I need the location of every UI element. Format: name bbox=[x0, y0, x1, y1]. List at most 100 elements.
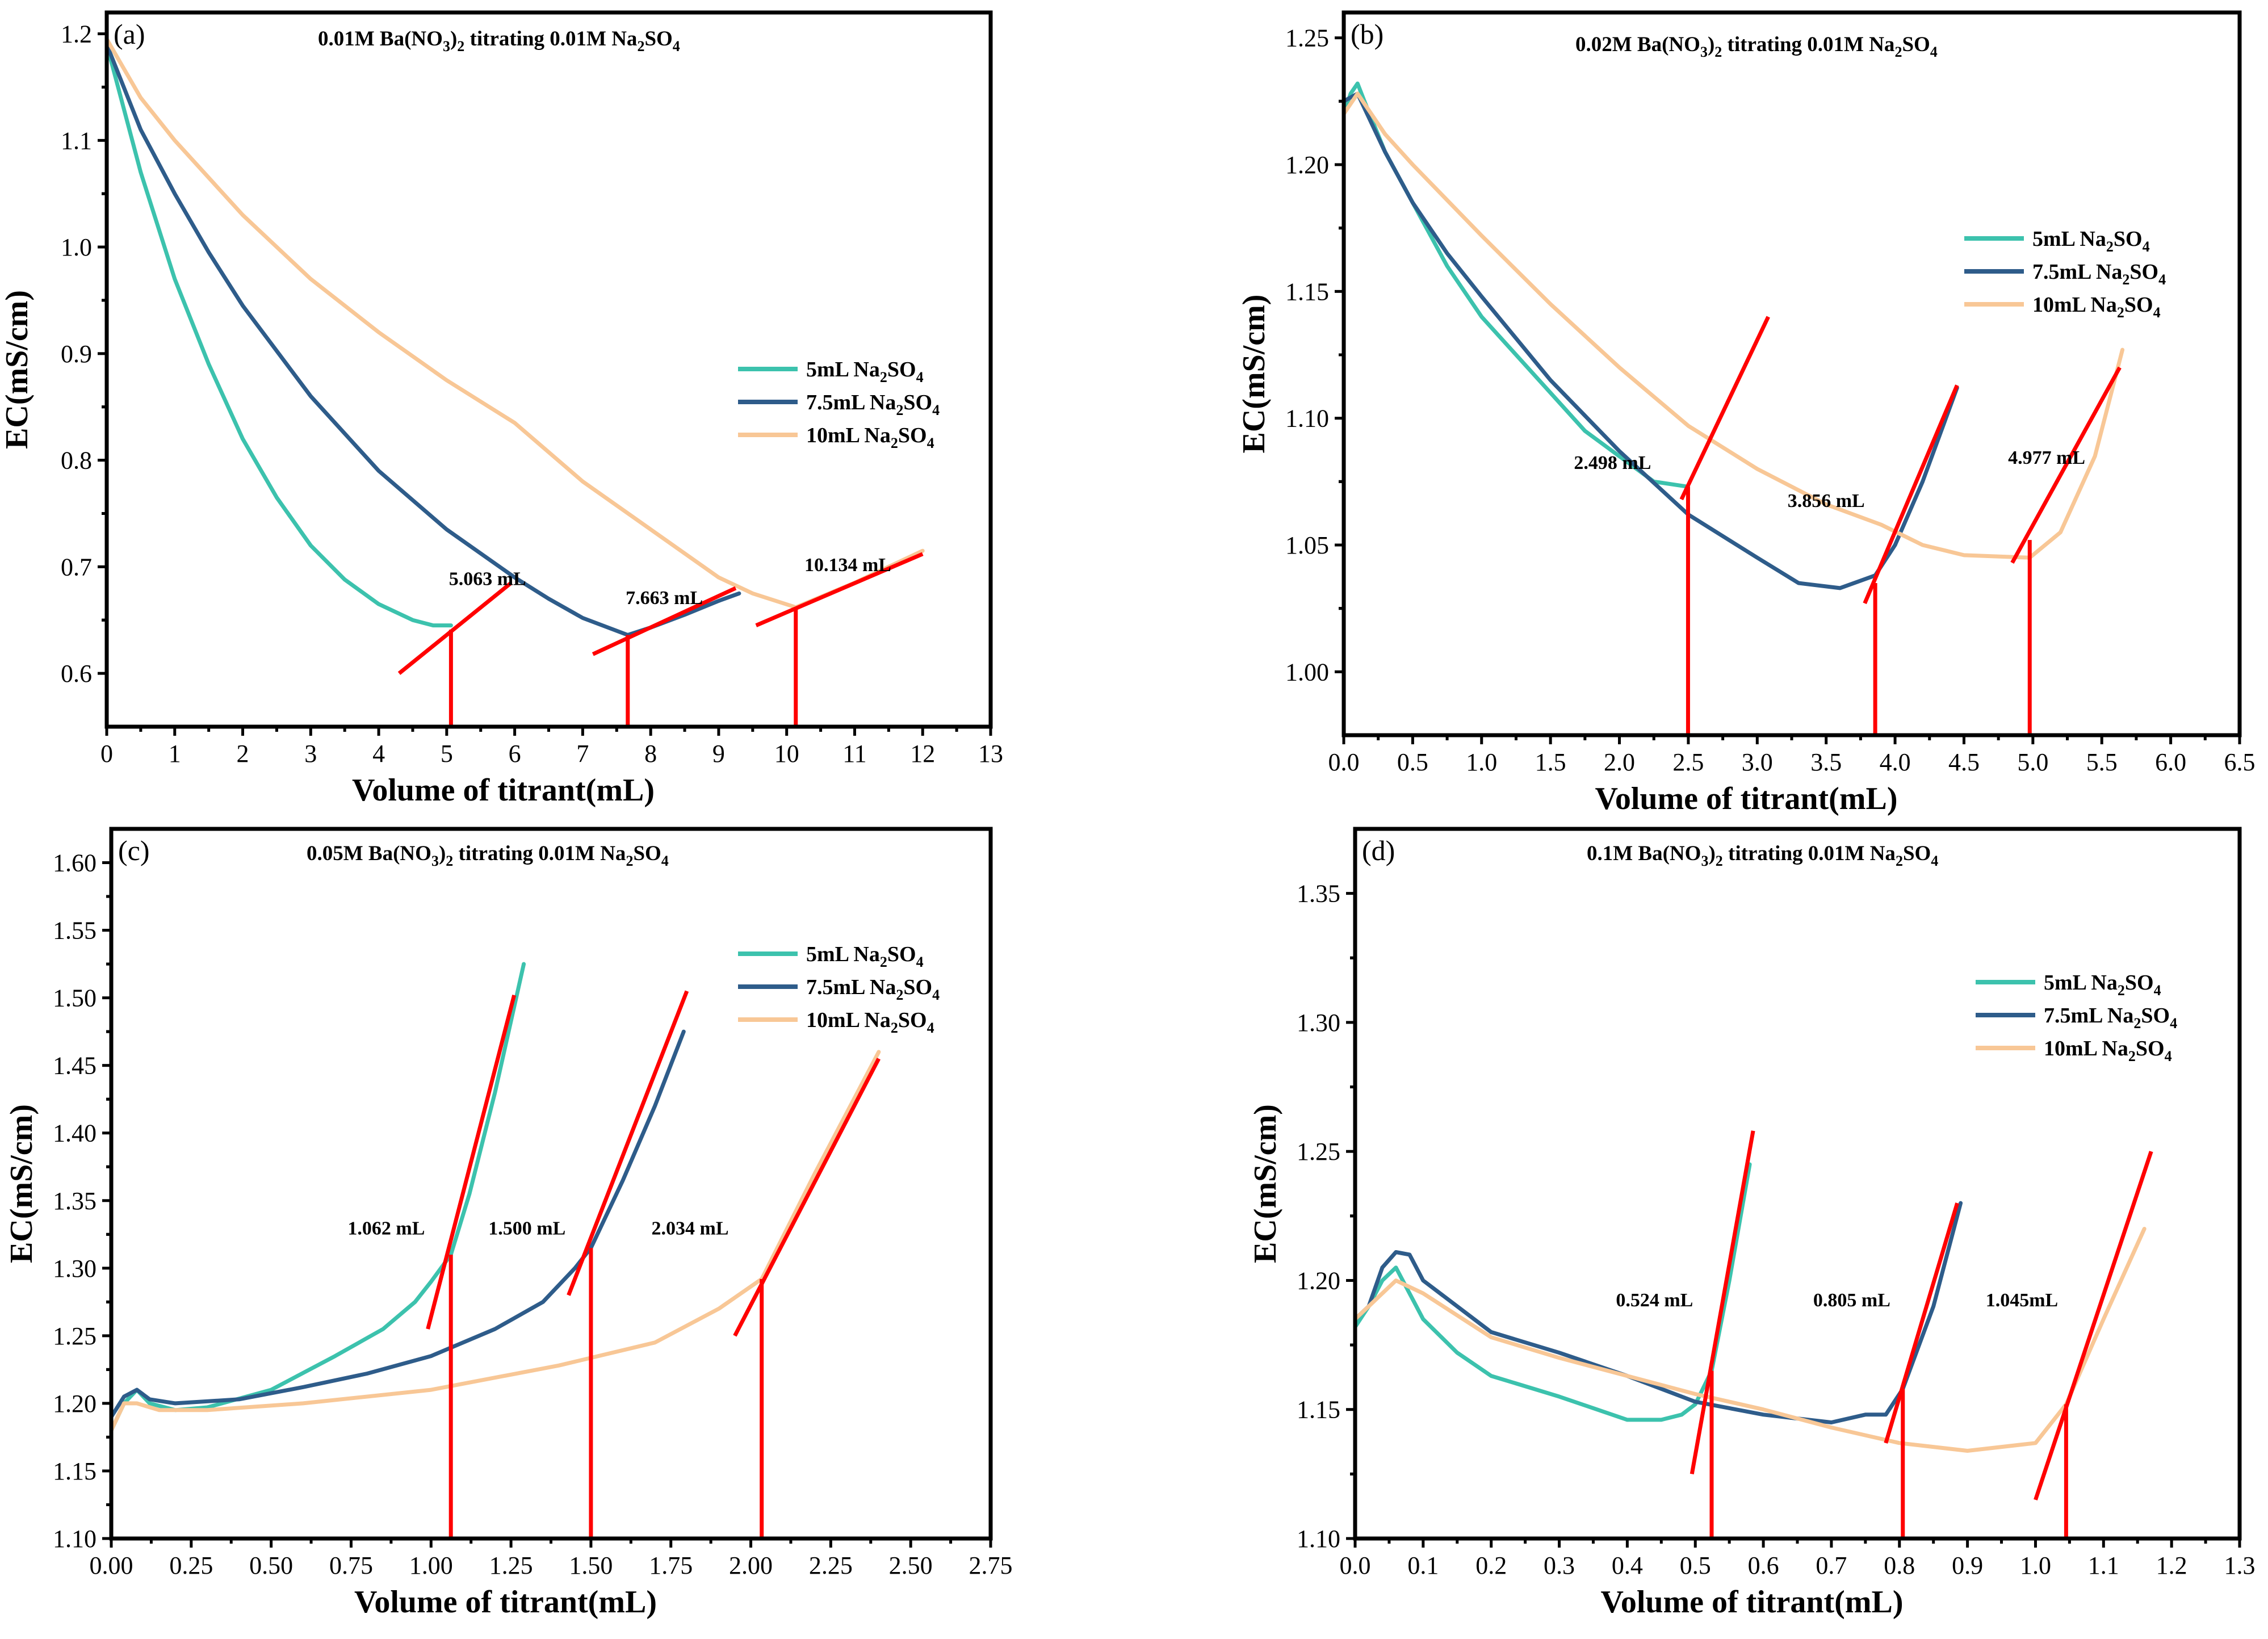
y-axis-label: EC(mS/cm) bbox=[1248, 1104, 1283, 1263]
x-tick-label: 6 bbox=[509, 740, 521, 768]
endpoint-label-2: 7.663 mL bbox=[626, 588, 703, 609]
x-tick-label: 10 bbox=[774, 740, 799, 768]
legend-label-3: 10mL Na2SO4 bbox=[2032, 293, 2161, 321]
x-tick-label: 5 bbox=[441, 740, 453, 768]
series-line-1 bbox=[104, 42, 453, 628]
x-tick-label: 0.4 bbox=[1612, 1552, 1643, 1579]
plot-frame bbox=[1353, 827, 2242, 1541]
x-tick-label: 0.7 bbox=[1816, 1552, 1847, 1579]
x-tick-label: 1.75 bbox=[649, 1552, 693, 1579]
tangent-line-3 bbox=[2010, 366, 2122, 564]
x-tick-label: 0.75 bbox=[329, 1552, 373, 1579]
x-tick-label: 5.5 bbox=[2086, 748, 2118, 776]
legend-label-1: 5mL Na2SO4 bbox=[806, 942, 924, 970]
y-tick-label: 1.35 bbox=[53, 1187, 97, 1215]
tangent-line-3 bbox=[755, 552, 924, 627]
x-tick-label: 4 bbox=[372, 740, 385, 768]
y-tick-label: 1.20 bbox=[1297, 1267, 1340, 1294]
y-tick-label: 1.35 bbox=[1297, 880, 1340, 908]
legend-label-3: 10mL Na2SO4 bbox=[806, 424, 934, 451]
y-tick-label: 1.0 bbox=[61, 233, 92, 261]
tangent-line-1 bbox=[426, 994, 517, 1330]
tangent-line-1 bbox=[397, 581, 513, 675]
endpoint-label-1: 1.062 mL bbox=[347, 1218, 425, 1239]
x-tick-label: 11 bbox=[842, 740, 866, 768]
x-tick-label: 1.1 bbox=[2088, 1552, 2119, 1579]
panel-letter: (d) bbox=[1362, 835, 1395, 866]
y-tick-label: 1.25 bbox=[1285, 24, 1329, 52]
legend-label-1: 5mL Na2SO4 bbox=[2032, 227, 2150, 255]
legend-label-2: 7.5mL Na2SO4 bbox=[806, 975, 940, 1003]
tangent-line-3 bbox=[2034, 1151, 2153, 1500]
x-tick-label: 1.2 bbox=[2156, 1552, 2187, 1579]
y-tick-label: 1.20 bbox=[1285, 151, 1329, 179]
y-tick-label: 1.2 bbox=[61, 20, 92, 48]
x-tick-label: 1.0 bbox=[1466, 748, 1497, 776]
endpoint-label-3: 2.034 mL bbox=[652, 1218, 729, 1239]
endpoint-label-1: 5.063 mL bbox=[449, 568, 526, 589]
x-tick-label: 0.50 bbox=[249, 1552, 293, 1579]
x-tick-label: 4.5 bbox=[1948, 748, 1980, 776]
x-tick-label: 2.75 bbox=[969, 1552, 1013, 1579]
y-tick-label: 1.30 bbox=[53, 1255, 97, 1282]
panel-letter: (a) bbox=[114, 18, 145, 50]
y-tick-label: 0.6 bbox=[61, 660, 92, 688]
tangent-line-2 bbox=[592, 586, 737, 656]
x-tick-label: 9 bbox=[712, 740, 725, 768]
x-tick-label: 1.5 bbox=[1535, 748, 1566, 776]
x-tick-label: 1.0 bbox=[2020, 1552, 2051, 1579]
endpoint-label-2: 0.805 mL bbox=[1813, 1290, 1890, 1311]
legend-label-2: 7.5mL Na2SO4 bbox=[2044, 1004, 2177, 1032]
y-tick-label: 1.10 bbox=[1297, 1525, 1340, 1553]
y-axis-label: EC(mS/cm) bbox=[1236, 295, 1272, 454]
x-tick-label: 13 bbox=[978, 740, 1003, 768]
x-tick-label: 1 bbox=[169, 740, 181, 768]
plot-frame bbox=[1341, 10, 2242, 737]
series-line-3 bbox=[1353, 1227, 2147, 1453]
x-tick-label: 0.5 bbox=[1397, 748, 1428, 776]
y-tick-label: 1.15 bbox=[1297, 1396, 1340, 1424]
series-line-2 bbox=[109, 1029, 686, 1419]
panel-letter: (b) bbox=[1351, 18, 1384, 50]
panel-title: 0.1M Ba(NO3)2 titrating 0.01M Na2SO4 bbox=[1587, 842, 1938, 869]
panel-c: 1.062 mL 1.500 mL 2.034 mL 0.00 0.25 0.50 0.75… bbox=[4, 827, 1013, 1620]
endpoint-label-1: 2.498 mL bbox=[1574, 452, 1651, 473]
panel-d: 0.524 mL 0.805 mL 1.045mL 0.0 0.1 0.2 0.3 0.4 0.… bbox=[1248, 827, 2256, 1620]
y-axis-label: EC(mS/cm) bbox=[0, 290, 35, 449]
legend-label-3: 10mL Na2SO4 bbox=[806, 1008, 934, 1036]
x-tick-label: 2.50 bbox=[889, 1552, 933, 1579]
endpoint-label-1: 0.524 mL bbox=[1616, 1290, 1693, 1311]
x-tick-label: 2.25 bbox=[809, 1552, 853, 1579]
y-tick-label: 1.50 bbox=[53, 984, 97, 1012]
x-tick-label: 3.0 bbox=[1742, 748, 1773, 776]
x-tick-label: 1.25 bbox=[489, 1552, 533, 1579]
x-tick-label: 6.0 bbox=[2155, 748, 2186, 776]
y-tick-label: 1.10 bbox=[1285, 405, 1329, 433]
y-tick-label: 1.1 bbox=[61, 127, 92, 154]
x-tick-label: 12 bbox=[910, 740, 935, 768]
legend-label-2: 7.5mL Na2SO4 bbox=[2032, 260, 2166, 288]
x-tick-label: 3 bbox=[304, 740, 317, 768]
x-tick-label: 7 bbox=[576, 740, 589, 768]
y-axis-label: EC(mS/cm) bbox=[4, 1104, 39, 1263]
y-tick-label: 1.40 bbox=[53, 1120, 97, 1147]
y-tick-label: 0.8 bbox=[61, 447, 92, 475]
x-axis-label: Volume of titrant(mL) bbox=[1601, 1584, 1904, 1620]
plot-frame bbox=[109, 827, 993, 1541]
y-tick-label: 1.30 bbox=[1297, 1009, 1340, 1037]
x-tick-label: 5.0 bbox=[2017, 748, 2048, 776]
endpoint-label-2: 1.500 mL bbox=[488, 1218, 565, 1239]
x-tick-label: 0.0 bbox=[1340, 1552, 1371, 1579]
series-line-2 bbox=[1341, 91, 1959, 590]
tangent-line-2 bbox=[1884, 1202, 1959, 1444]
series-line-1 bbox=[1353, 1162, 1752, 1422]
tangent-line-3 bbox=[733, 1058, 881, 1337]
x-axis-label: Volume of titrant(mL) bbox=[1595, 781, 1898, 816]
x-tick-label: 0 bbox=[100, 740, 113, 768]
y-tick-label: 1.15 bbox=[53, 1457, 97, 1485]
endpoint-label-3: 4.977 mL bbox=[2008, 447, 2085, 468]
y-tick-label: 1.25 bbox=[53, 1322, 97, 1350]
x-tick-label: 0.3 bbox=[1544, 1552, 1575, 1579]
